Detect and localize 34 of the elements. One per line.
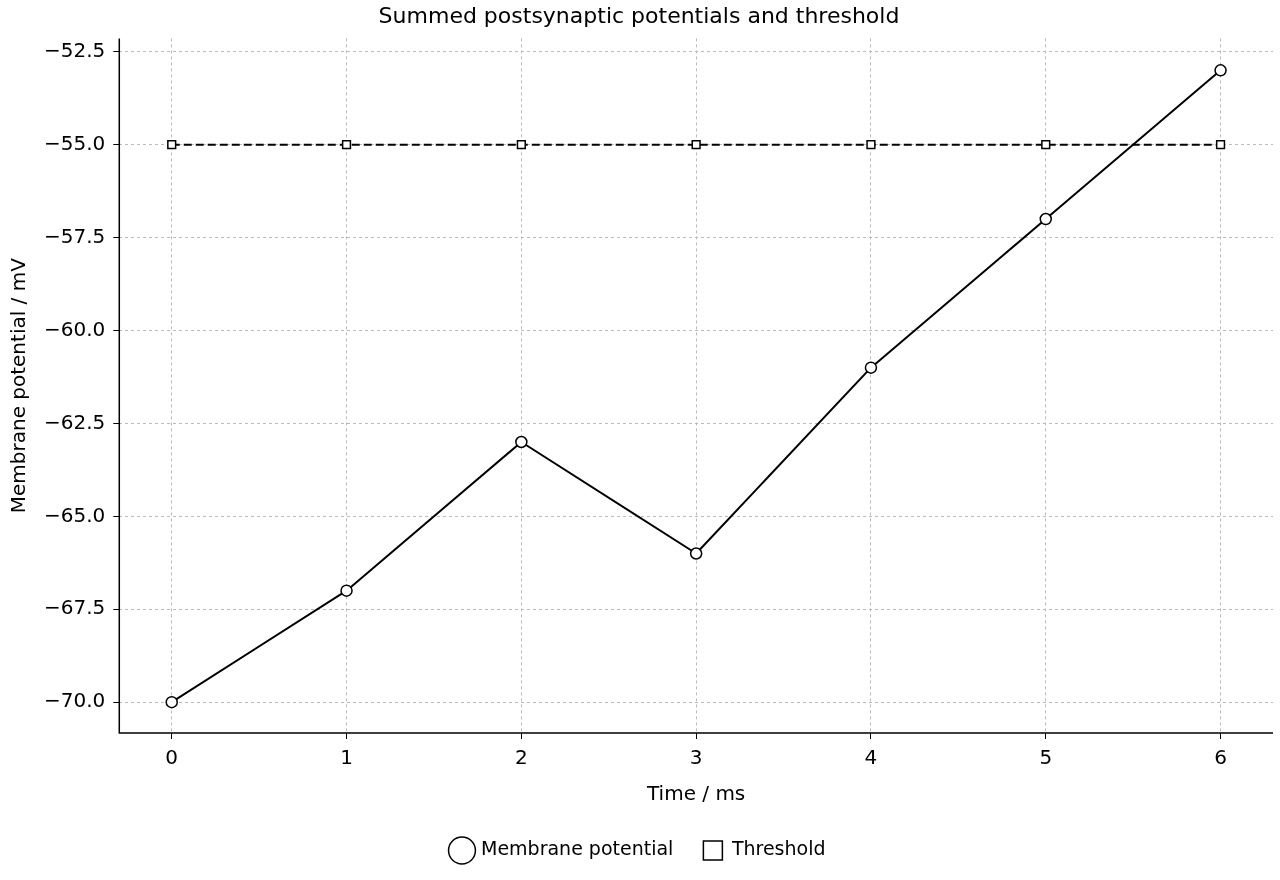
point <box>866 140 876 150</box>
x-tick-label: 5 <box>1039 745 1053 770</box>
y-tick-label: −62.5 <box>43 409 106 434</box>
x-tick-label: 4 <box>864 745 878 770</box>
point <box>689 547 703 560</box>
y-tick-label: −55.0 <box>43 130 106 155</box>
y-tick-label: −67.5 <box>43 595 106 620</box>
point <box>340 584 353 597</box>
x-tick-label: 2 <box>514 745 528 770</box>
x-tick-label: 0 <box>165 745 179 770</box>
y-tick-label: −60.0 <box>43 316 106 341</box>
point <box>1215 140 1226 150</box>
point <box>1041 140 1051 150</box>
point <box>167 140 177 150</box>
x-axis-title: Time / ms <box>645 781 746 806</box>
legend-label: Membrane potential <box>480 837 674 860</box>
point <box>341 140 352 150</box>
point <box>165 695 178 709</box>
x-tick-label: 1 <box>340 745 353 770</box>
y-tick-label: −52.5 <box>43 37 106 62</box>
point <box>1214 64 1227 77</box>
y-axis-title: Membrane potential / mV <box>6 257 31 514</box>
point <box>691 140 701 150</box>
point <box>516 140 526 150</box>
point <box>864 361 878 374</box>
point <box>1039 212 1052 226</box>
y-tick-label: −70.0 <box>43 688 106 713</box>
point <box>515 435 528 449</box>
y-tick-label: −57.5 <box>43 223 106 248</box>
y-tick-label: −65.0 <box>43 502 106 527</box>
x-tick-label: 3 <box>689 745 703 770</box>
legend-label: Threshold <box>730 837 826 860</box>
chart-title: Summed postsynaptic potentials and threshold <box>378 2 900 28</box>
x-tick-label: 6 <box>1214 745 1227 770</box>
